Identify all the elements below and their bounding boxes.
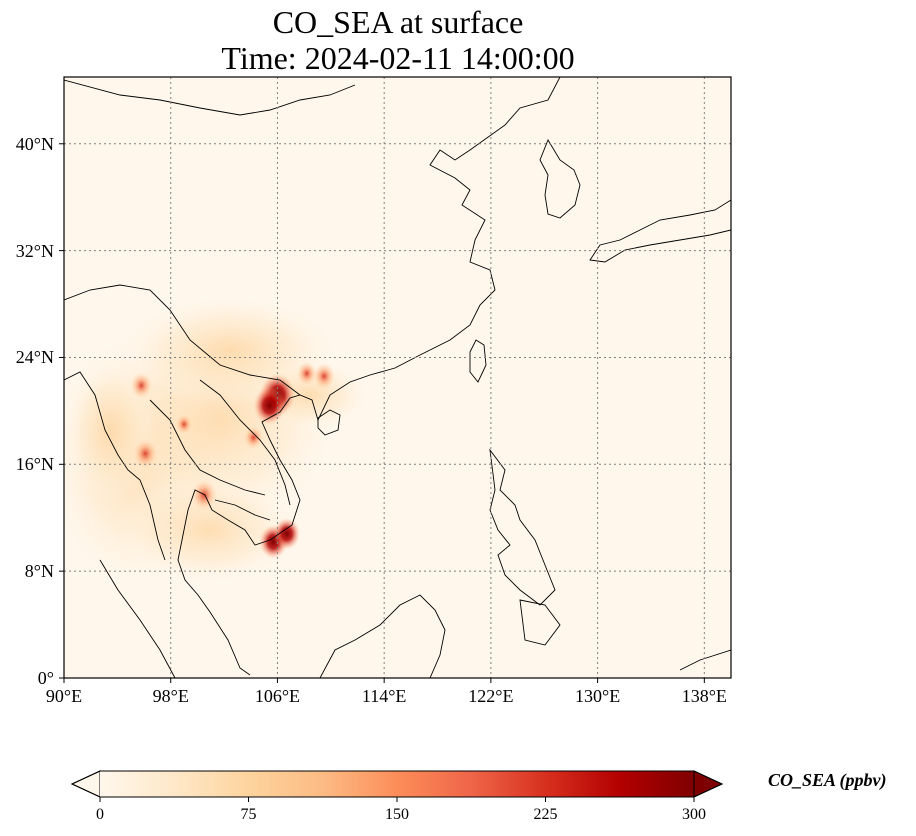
colorbar-extend-low (70, 770, 101, 798)
hotspot-group (130, 361, 336, 559)
lon-tick-label-4: 122°E (468, 686, 514, 706)
title-line-time: Time: 2024-02-11 14:00:00 (221, 40, 575, 76)
coastline-japan (589, 199, 731, 263)
map-axes-frame (63, 76, 732, 679)
lat-tick-label-4: 32°N (15, 240, 54, 261)
coastline-philippines (489, 448, 556, 606)
hotspot-6 (130, 372, 153, 399)
lat-tick-label-3: 24°N (15, 347, 54, 368)
hotspot-8 (296, 361, 317, 386)
lon-tick-label-2: 106°E (254, 686, 301, 706)
coastline-myanmar (64, 371, 166, 561)
hotspot-3 (273, 517, 301, 550)
lat-tick-label-0: 0° (37, 668, 54, 688)
hotspot-10 (175, 414, 193, 435)
colorbar-label: CO_SEA (ppbv) (768, 770, 887, 790)
coastlines (64, 77, 731, 678)
colorbar-tick-label-3: 225 (533, 806, 558, 823)
border-laos-vietnam (199, 379, 291, 506)
border-china-north (64, 79, 356, 116)
lon-tick-label-6: 138°E (681, 686, 727, 706)
lon-tick-label-5: 130°E (574, 686, 621, 706)
coastline-korea (539, 138, 581, 219)
border-thailand (149, 399, 266, 496)
coastline-mindanao (519, 599, 561, 646)
border-southeast-asia (64, 284, 301, 396)
colorbar-tick-label-2: 150 (385, 806, 409, 823)
lat-tick-label-2: 16°N (15, 454, 54, 475)
lat-tick-label-5: 40°N (15, 133, 54, 154)
colorbar-tick-label-4: 300 (682, 806, 706, 823)
lon-tick-label-3: 114°E (361, 686, 407, 706)
border-cambodia (214, 499, 271, 521)
coastline-borneo (319, 594, 446, 678)
colorbar (70, 770, 724, 802)
lon-tick-label-1: 98°E (152, 686, 189, 706)
colorbar-extend-high (693, 770, 724, 798)
hotspot-1 (253, 386, 286, 425)
axis-ticks (59, 143, 705, 683)
plot-title: CO_SEA at surface Time: 2024-02-11 14:00… (64, 4, 732, 76)
hotspot-7 (313, 362, 336, 390)
colorbar-tick-label-0: 0 (96, 806, 104, 823)
coastline-china-east (177, 77, 561, 676)
coastline-sumatra (99, 559, 176, 678)
lat-tick-label-1: 8°N (24, 561, 54, 582)
colorbar-gradient (100, 771, 694, 797)
colorbar-tick-label-1: 75 (240, 806, 257, 823)
haze-region-south (120, 475, 300, 585)
coastline-new-guinea (679, 649, 731, 671)
lon-tick-label-0: 90°E (45, 686, 83, 706)
coastline-hainan (317, 409, 341, 436)
title-line-variable: CO_SEA at surface (272, 4, 524, 40)
gridlines (64, 77, 731, 678)
concentration-field (64, 295, 370, 590)
hotspot-9 (243, 426, 264, 450)
colorbar-tick-marks (99, 797, 695, 802)
haze-region-myanmar (65, 360, 155, 500)
hotspot-5 (133, 439, 158, 468)
coastline-taiwan (469, 339, 487, 383)
